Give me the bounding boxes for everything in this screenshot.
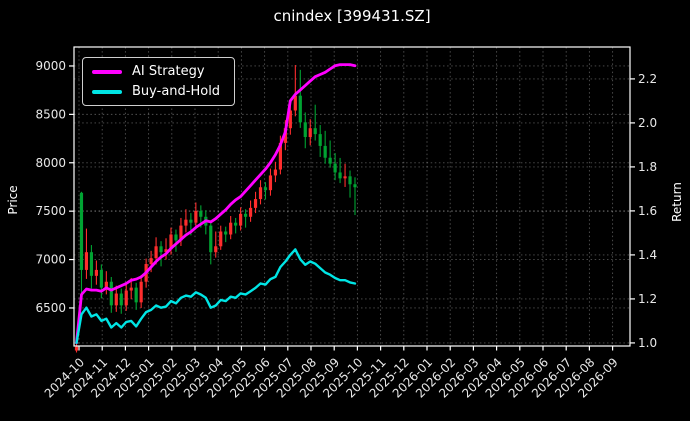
candle-body — [328, 157, 332, 164]
candle-body — [94, 269, 98, 276]
candle-body — [258, 187, 263, 200]
candle-body — [99, 269, 103, 288]
candle-body — [209, 225, 213, 253]
candle-body — [318, 134, 322, 146]
legend-item-ai-strategy: AI Strategy — [92, 65, 220, 78]
return-tick-label: 1.8 — [638, 160, 657, 174]
candle-body — [84, 252, 89, 270]
candle-body — [194, 210, 198, 223]
legend: AI Strategy Buy-and-Hold — [82, 57, 236, 106]
candle-body — [184, 219, 188, 226]
candle-body — [139, 281, 143, 303]
candle-body — [308, 128, 312, 138]
candle-body — [149, 258, 153, 265]
candle-body — [234, 222, 238, 226]
candle-body — [174, 234, 178, 241]
candle-body — [323, 145, 327, 158]
return-tick-label: 1.4 — [638, 248, 657, 262]
candle-body — [343, 176, 347, 179]
candle-body — [134, 287, 138, 303]
legend-label: Buy-and-Hold — [132, 84, 221, 99]
candle-body — [243, 213, 248, 217]
candle-body — [89, 252, 94, 276]
candle-body — [159, 246, 163, 253]
candle-body — [129, 287, 133, 291]
candle-body — [79, 192, 84, 270]
candle-body — [273, 169, 278, 176]
candle-body — [278, 142, 283, 170]
candle-body — [169, 234, 173, 250]
return-axis-label: Return — [670, 182, 684, 222]
candle-body — [298, 95, 302, 123]
candle-body — [164, 249, 168, 253]
candle-body — [104, 281, 108, 288]
candle-body — [224, 231, 228, 235]
candle-body — [74, 346, 79, 351]
candle-body — [229, 222, 233, 235]
series-line-ai-strategy — [75, 63, 357, 345]
series-line-buy-and-hold — [75, 248, 357, 345]
legend-label: AI Strategy — [132, 64, 205, 79]
return-tick-label: 1.6 — [638, 204, 657, 218]
price-tick-label: 9000 — [35, 59, 66, 73]
candle-body — [293, 95, 297, 111]
price-tick-label: 6500 — [35, 301, 66, 315]
candle-body — [268, 175, 273, 191]
candle-body — [263, 187, 268, 191]
legend-line-sample — [92, 89, 122, 94]
candle-body — [248, 207, 253, 217]
candle-body — [179, 225, 183, 241]
candle-body — [199, 210, 203, 217]
candle-body — [303, 122, 307, 138]
price-tick-label: 7000 — [35, 253, 66, 267]
candle-body — [189, 219, 193, 223]
plot-border — [73, 46, 631, 347]
candle-body — [114, 293, 118, 306]
candle-body — [214, 246, 218, 253]
chart-title: cnindex [399431.SZ] — [273, 7, 431, 25]
return-tick-label: 1.0 — [638, 336, 657, 350]
candle-body — [333, 163, 337, 173]
legend-line-sample — [92, 69, 122, 74]
candle-body — [109, 281, 113, 306]
candle-body — [338, 172, 342, 179]
return-tick-label: 1.2 — [638, 292, 657, 306]
candle-body — [348, 176, 352, 185]
candle-body — [119, 293, 123, 306]
candle-body — [353, 184, 357, 188]
candle-body — [239, 213, 243, 226]
candle-body — [124, 290, 128, 306]
price-axis-label: Price — [6, 185, 20, 215]
candle-body — [154, 246, 158, 259]
return-tick-label: 2.2 — [638, 72, 657, 86]
candle-body — [219, 231, 223, 247]
price-tick-label: 7500 — [35, 204, 66, 218]
legend-item-buy-and-hold: Buy-and-Hold — [92, 85, 220, 98]
candle-body — [288, 110, 292, 129]
price-tick-label: 8500 — [35, 107, 66, 121]
return-tick-label: 2.0 — [638, 116, 657, 130]
candle-body — [313, 128, 317, 135]
candle-body — [253, 199, 258, 208]
price-tick-label: 8000 — [35, 156, 66, 170]
